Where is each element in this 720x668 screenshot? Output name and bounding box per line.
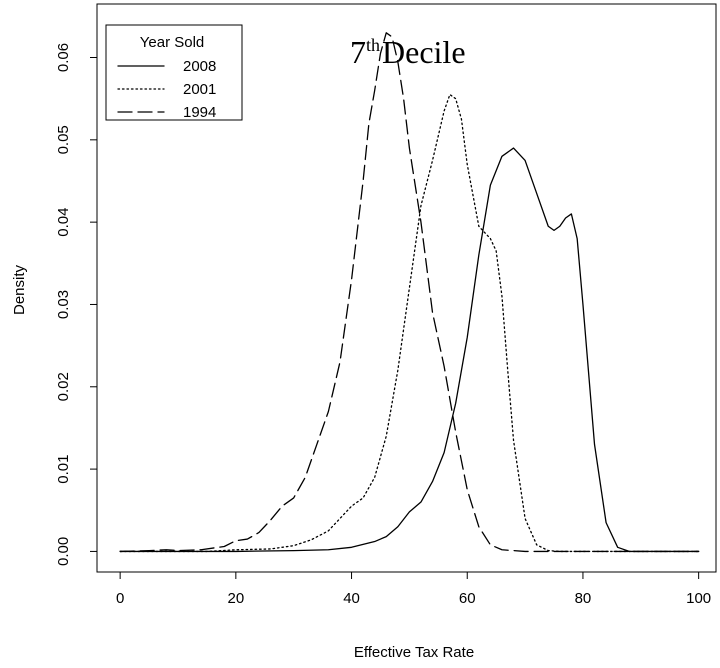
series-line-2001 xyxy=(119,93,700,553)
x-tick-label: 80 xyxy=(575,590,592,607)
x-tick-label: 100 xyxy=(686,590,711,607)
y-tick-label: 0.05 xyxy=(55,125,72,154)
legend-label-2001: 2001 xyxy=(183,81,216,98)
legend-layer: Year Sold 2008 2001 1994 xyxy=(105,24,243,121)
x-tick-label: 60 xyxy=(459,590,476,607)
chart-title: 7thDecile xyxy=(350,34,466,70)
axes-layer: 0 20 40 60 80 100 0.00 0.01 0.02 0.03 0.04 0.05 0.06 xyxy=(55,43,711,607)
y-tick-label: 0.00 xyxy=(55,537,72,566)
x-tick-label: 40 xyxy=(343,590,360,607)
legend-title: Year Sold xyxy=(140,34,205,51)
legend-label-1994: 1994 xyxy=(183,104,216,121)
y-tick-label: 0.01 xyxy=(55,454,72,483)
chart-title-rest: Decile xyxy=(382,34,466,70)
y-tick-label: 0.03 xyxy=(55,290,72,319)
y-tick-label: 0.02 xyxy=(55,372,72,401)
legend-label-2008: 2008 xyxy=(183,58,216,75)
x-tick-label: 20 xyxy=(227,590,244,607)
legend-box xyxy=(105,24,243,121)
series-line-1994 xyxy=(119,32,700,553)
chart-title-main: 7 xyxy=(350,34,366,70)
y-axis-label: Density xyxy=(11,264,28,315)
series-line-2008 xyxy=(119,147,700,553)
y-tick-label: 0.04 xyxy=(55,208,72,237)
chart-title-superscript: th xyxy=(366,35,380,55)
series-layer xyxy=(119,32,700,553)
y-tick-label: 0.06 xyxy=(55,43,72,72)
x-tick-label: 0 xyxy=(116,590,124,607)
x-axis-label: Effective Tax Rate xyxy=(354,644,474,661)
